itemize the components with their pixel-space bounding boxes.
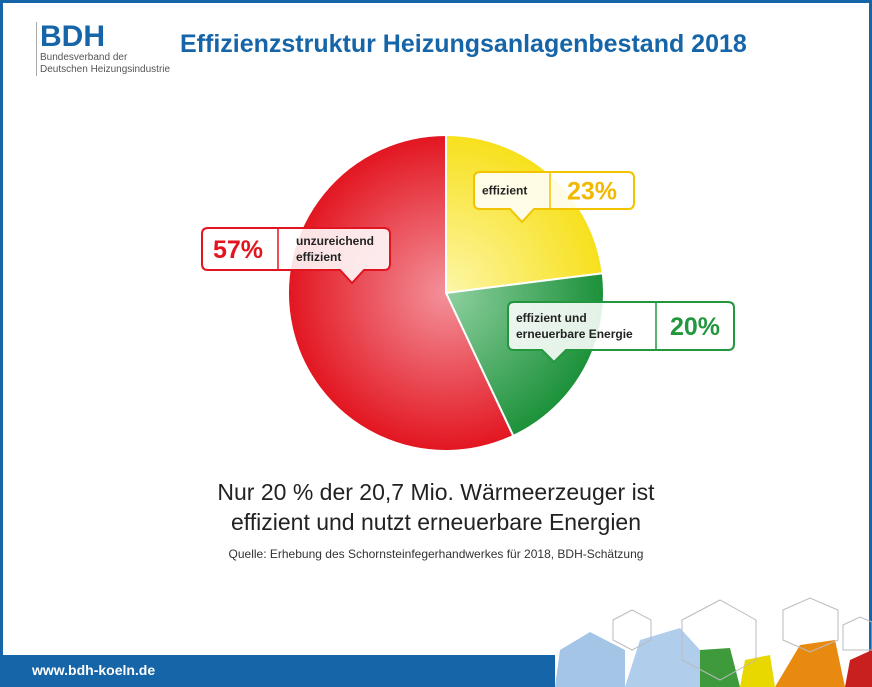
logo-name: BDH xyxy=(40,20,105,53)
logo-line1: Bundesverband der xyxy=(40,52,128,63)
cube-decoration xyxy=(555,597,872,687)
bdh-logo: BDH Bundesverband der Deutschen Heizungs… xyxy=(36,22,170,76)
chart-title: Effizienzstruktur Heizungsanlagenbestand… xyxy=(180,30,747,58)
slice-label-text: erneuerbare Energie xyxy=(516,327,633,341)
caption-line2: effizient und nutzt erneuerbare Energien xyxy=(230,509,642,535)
website-link[interactable]: www.bdh-koeln.de xyxy=(32,662,156,678)
slice-percent: 57% xyxy=(213,236,263,264)
slice-label-2: unzureichend effizient 57% xyxy=(201,227,391,285)
slice-label-1: effizient und erneuerbare Energie 20% xyxy=(507,301,735,364)
caption: Nur 20 % der 20,7 Mio. Wärmeerzeuger ist… xyxy=(0,477,872,537)
slice-label-text: effizient xyxy=(296,250,341,264)
logo-line2: Deutschen Heizungsindustrie xyxy=(40,64,171,75)
slice-label-text: effizient und xyxy=(516,311,587,325)
caption-line1: Nur 20 % der 20,7 Mio. Wärmeerzeuger ist xyxy=(217,479,655,505)
slice-percent: 20% xyxy=(670,313,720,341)
slice-label-0: effizient 23% xyxy=(473,171,635,224)
source-note: Quelle: Erhebung des Schornsteinfegerhan… xyxy=(228,547,644,561)
slice-percent: 23% xyxy=(567,178,617,206)
slice-label-text: effizient xyxy=(482,184,527,198)
footer-bar: www.bdh-koeln.de xyxy=(0,655,555,687)
pie-slice xyxy=(287,133,515,452)
slice-label-text: unzureichend xyxy=(296,234,374,248)
